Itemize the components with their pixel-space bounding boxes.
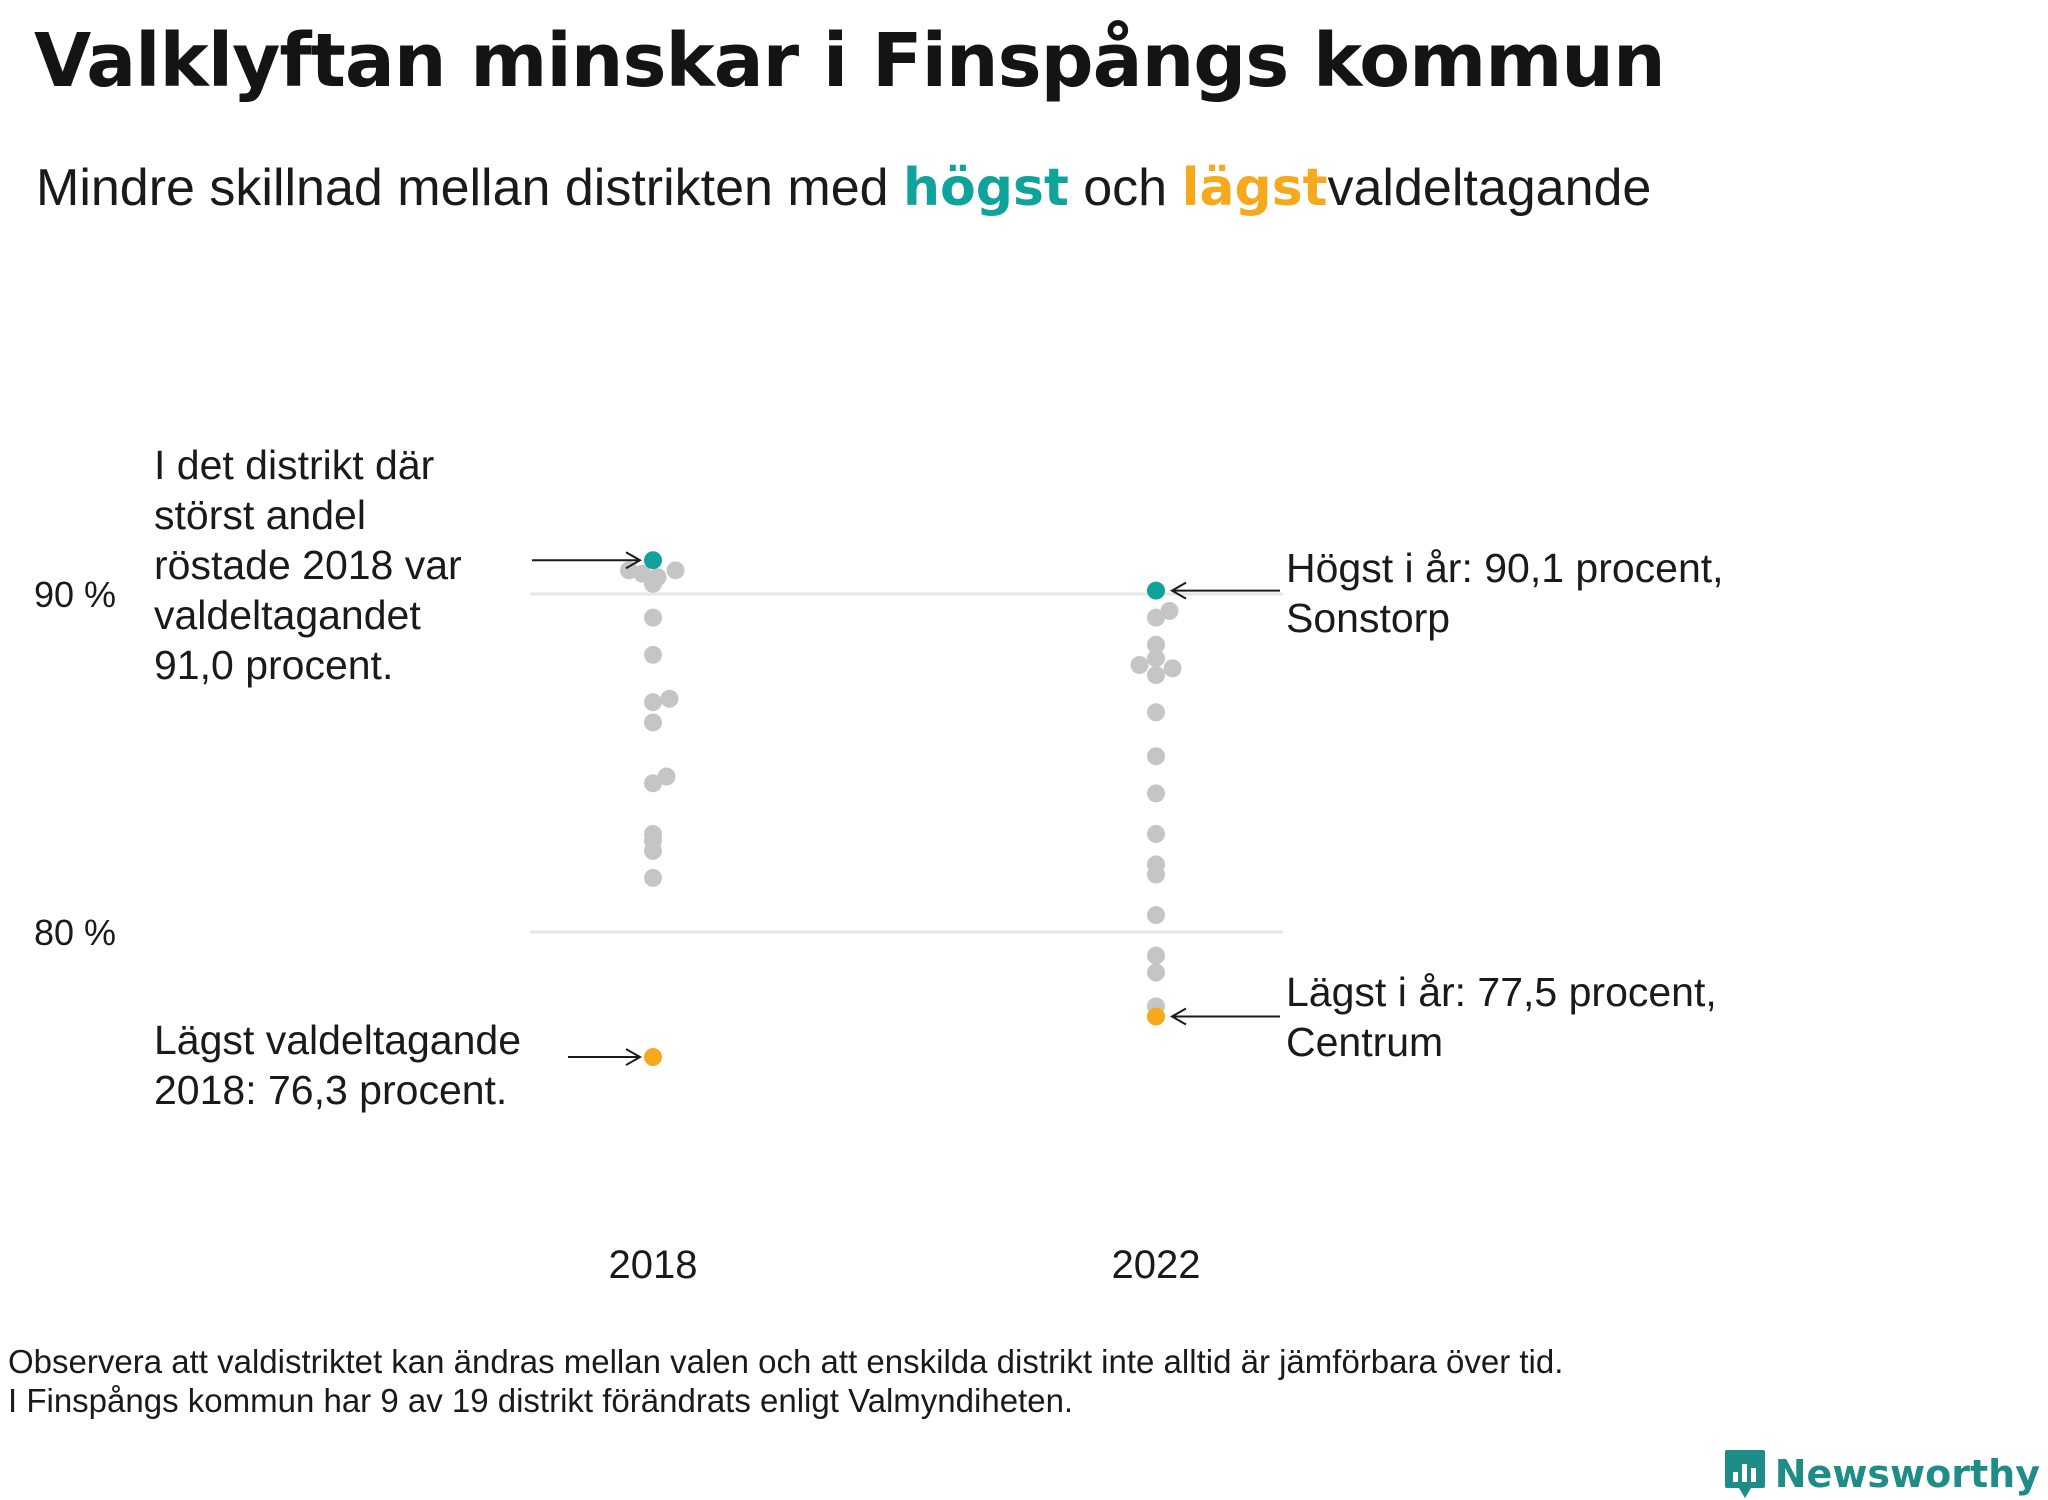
district-point-2022-11 — [1147, 824, 1165, 843]
district-point-2018-15 — [644, 841, 662, 860]
y-tick-label-80: 80 % — [34, 912, 116, 953]
annotation-min-2018-line: Lägst valdeltagande — [154, 1017, 521, 1063]
page-subtitle: Mindre skillnad mellan distrikten med hö… — [36, 158, 1651, 218]
arrow-min-2018-head — [625, 1048, 643, 1066]
arrow-max-2022-head — [1169, 581, 1187, 600]
annotation-max-2022: Högst i år: 90,1 procent, Sonstorp — [1286, 545, 1724, 641]
annotation-max-2018-line: I det distrikt där — [154, 442, 434, 488]
min-point-2018 — [644, 1048, 662, 1067]
bar-chart-logo-icon — [1724, 1450, 1765, 1498]
district-point-2022-10 — [1147, 784, 1165, 803]
annotation-min-2022-line: Lägst i år: 77,5 procent, — [1286, 969, 1717, 1015]
district-point-2022-4 — [1147, 649, 1165, 668]
annotation-min-2018: Lägst valdeltagande 2018: 76,3 procent. — [154, 1017, 521, 1113]
subtitle-after: valdeltagande — [1327, 159, 1652, 217]
district-point-2022-16 — [1147, 963, 1165, 982]
y-tick-label-90: 90 % — [34, 574, 116, 615]
x-tick-label-2018: 2018 — [609, 1243, 698, 1287]
subtitle-before: Mindre skillnad mellan distrikten med — [36, 159, 889, 217]
district-point-2022-8 — [1147, 703, 1165, 722]
district-point-2022-14 — [1147, 906, 1165, 925]
footnote-line-1: Observera att valdistriktet kan ändras m… — [8, 1343, 1564, 1380]
district-point-2018-16 — [644, 868, 662, 887]
annotation-max-2022-line: Sonstorp — [1286, 595, 1450, 641]
district-point-2022-9 — [1147, 747, 1165, 766]
district-point-2018-7 — [644, 608, 662, 627]
district-point-2018-6 — [644, 574, 662, 593]
annotation-max-2018-line: 91,0 procent. — [154, 642, 393, 688]
annotation-max-2018: I det distrikt där störst andel röstade 20… — [154, 442, 462, 688]
district-point-2018-11 — [644, 713, 662, 732]
dot-plot-chart: 90 % 80 % 2018 2022 I det distrikt där störst… — [34, 442, 1724, 1287]
district-point-2022-7 — [1147, 666, 1165, 685]
annotation-max-2018-line: valdeltagandet — [154, 592, 421, 638]
brand-logo: Newsworthy — [1723, 1448, 2040, 1500]
district-point-2022-13 — [1147, 865, 1165, 884]
district-point-2018-1 — [620, 561, 638, 580]
max-point-2022 — [1147, 581, 1165, 600]
district-point-2022-2 — [1147, 608, 1165, 627]
page-title: Valklyftan minskar i Finspångs kommun — [34, 18, 1666, 104]
annotation-min-2022-line: Centrum — [1286, 1019, 1443, 1065]
max-point-2018 — [644, 551, 662, 570]
district-point-2022-15 — [1147, 946, 1165, 965]
district-point-2018-9 — [644, 693, 662, 712]
annotation-max-2018-line: röstade 2018 var — [154, 542, 462, 588]
district-point-2018-13 — [657, 767, 676, 786]
district-point-2022-1 — [1160, 601, 1179, 620]
district-point-2022-3 — [1147, 635, 1165, 654]
annotation-min-2022: Lägst i år: 77,5 procent, Centrum — [1286, 969, 1717, 1065]
district-point-2022-5 — [1130, 655, 1149, 674]
district-point-2018-8 — [644, 645, 662, 664]
arrow-max-2018-head — [625, 551, 643, 570]
district-point-2018-12 — [644, 774, 662, 793]
annotation-max-2022-line: Högst i år: 90,1 procent, — [1286, 545, 1724, 591]
annotation-min-2018-line: 2018: 76,3 procent. — [154, 1067, 507, 1113]
brand-name: Newsworthy — [1774, 1452, 2040, 1496]
district-point-2018-4 — [666, 561, 685, 580]
min-point-2022 — [1147, 1007, 1165, 1026]
subtitle-high-word: högst — [903, 158, 1069, 218]
subtitle-middle: och — [1083, 159, 1168, 217]
subtitle-low-word: lägst — [1181, 158, 1328, 218]
arrow-min-2022-head — [1169, 1007, 1187, 1026]
footnote-line-2: I Finspångs kommun har 9 av 19 distrikt … — [8, 1382, 1074, 1419]
footnote: Observera att valdistriktet kan ändras m… — [8, 1342, 1563, 1420]
district-point-2022-6 — [1163, 659, 1182, 678]
district-point-2018-17 — [644, 824, 662, 843]
annotation-max-2018-line: störst andel — [154, 492, 366, 538]
x-tick-label-2022: 2022 — [1112, 1243, 1201, 1287]
district-point-2018-10 — [660, 689, 679, 708]
